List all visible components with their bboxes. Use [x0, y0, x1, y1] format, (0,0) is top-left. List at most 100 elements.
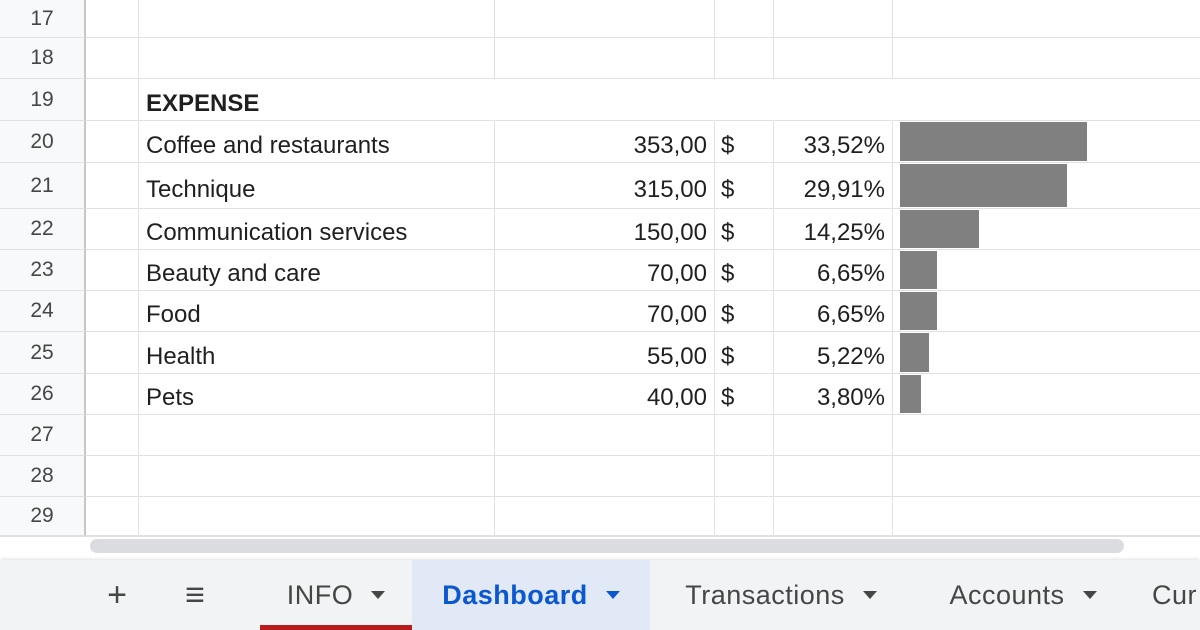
cell[interactable] [86, 163, 139, 209]
currency-cell[interactable]: $ [715, 163, 774, 209]
sparkline-cell[interactable] [893, 497, 1200, 536]
row-number[interactable]: 29 [0, 497, 86, 536]
amount-cell[interactable] [495, 0, 715, 38]
category-cell[interactable] [139, 0, 495, 38]
currency-cell[interactable]: $ [715, 121, 774, 163]
cell[interactable] [86, 250, 139, 291]
cell[interactable] [86, 121, 139, 163]
row-number[interactable]: 28 [0, 456, 86, 497]
cell[interactable] [86, 291, 139, 332]
amount-cell[interactable] [495, 497, 715, 536]
percent-cell[interactable] [774, 0, 893, 38]
category-cell[interactable]: Health [139, 332, 495, 374]
cell[interactable] [86, 209, 139, 250]
currency-cell[interactable] [715, 456, 774, 497]
tab-dashboard[interactable]: Dashboard [412, 560, 650, 630]
caret-down-icon[interactable] [371, 591, 386, 599]
cell[interactable] [86, 79, 139, 121]
amount-cell[interactable]: 150,00 [495, 209, 715, 250]
caret-down-icon[interactable] [1082, 591, 1097, 599]
percent-cell[interactable] [774, 456, 893, 497]
percent-cell[interactable]: 5,22% [774, 332, 893, 374]
currency-cell[interactable] [715, 415, 774, 456]
amount-cell[interactable]: 353,00 [495, 121, 715, 163]
percent-cell[interactable]: 29,91% [774, 163, 893, 209]
row-number[interactable]: 22 [0, 209, 86, 250]
currency-cell[interactable] [715, 0, 774, 38]
category-cell[interactable] [139, 456, 495, 497]
cell[interactable] [86, 374, 139, 415]
amount-cell[interactable]: 55,00 [495, 332, 715, 374]
tab-info[interactable]: INFO [260, 560, 412, 630]
currency-cell[interactable] [715, 38, 774, 79]
sparkline-cell[interactable] [893, 456, 1200, 497]
cell[interactable] [86, 0, 139, 38]
list-menu-icon[interactable]: ≡ [185, 575, 205, 614]
row-number[interactable]: 18 [0, 38, 86, 79]
sparkline-cell[interactable] [893, 291, 1200, 332]
percent-cell[interactable] [774, 497, 893, 536]
row-number[interactable]: 24 [0, 291, 86, 332]
row-number[interactable]: 26 [0, 374, 86, 415]
amount-cell[interactable]: 315,00 [495, 163, 715, 209]
sparkline-cell[interactable] [893, 332, 1200, 374]
percent-cell[interactable]: 6,65% [774, 250, 893, 291]
row-number[interactable]: 20 [0, 121, 86, 163]
percent-cell[interactable]: 33,52% [774, 121, 893, 163]
percent-cell[interactable]: 3,80% [774, 374, 893, 415]
sparkline-cell[interactable] [893, 79, 1200, 121]
sparkline-cell[interactable] [893, 374, 1200, 415]
category-cell[interactable]: Pets [139, 374, 495, 415]
section-heading-cell[interactable]: EXPENSE [139, 79, 495, 121]
amount-cell[interactable]: 70,00 [495, 291, 715, 332]
sparkline-cell[interactable] [893, 121, 1200, 163]
currency-cell[interactable] [715, 79, 774, 121]
sparkline-cell[interactable] [893, 250, 1200, 291]
caret-down-icon[interactable] [862, 591, 877, 599]
cell[interactable] [86, 38, 139, 79]
currency-cell[interactable]: $ [715, 332, 774, 374]
currency-cell[interactable]: $ [715, 250, 774, 291]
cell[interactable] [86, 497, 139, 536]
plus-icon[interactable]: + [107, 575, 127, 614]
sparkline-cell[interactable] [893, 163, 1200, 209]
category-cell[interactable]: Food [139, 291, 495, 332]
row-number[interactable]: 25 [0, 332, 86, 374]
amount-cell[interactable]: 70,00 [495, 250, 715, 291]
category-cell[interactable]: Technique [139, 163, 495, 209]
cell[interactable] [86, 415, 139, 456]
percent-cell[interactable]: 6,65% [774, 291, 893, 332]
amount-cell[interactable]: 40,00 [495, 374, 715, 415]
sparkline-cell[interactable] [893, 209, 1200, 250]
category-cell[interactable]: Communication services [139, 209, 495, 250]
percent-cell[interactable] [774, 38, 893, 79]
tab-cur[interactable]: Cur [1134, 560, 1200, 630]
currency-cell[interactable]: $ [715, 209, 774, 250]
row-number[interactable]: 17 [0, 0, 86, 38]
category-cell[interactable]: Beauty and care [139, 250, 495, 291]
currency-cell[interactable] [715, 497, 774, 536]
percent-cell[interactable] [774, 415, 893, 456]
sparkline-cell[interactable] [893, 415, 1200, 456]
sparkline-cell[interactable] [893, 38, 1200, 79]
row-number[interactable]: 21 [0, 163, 86, 209]
cell[interactable] [86, 456, 139, 497]
category-cell[interactable] [139, 38, 495, 79]
caret-down-icon[interactable] [605, 591, 620, 599]
row-number[interactable]: 23 [0, 250, 86, 291]
tab-accounts[interactable]: Accounts [912, 560, 1134, 630]
horizontal-scrollbar[interactable] [0, 536, 1200, 561]
cell[interactable] [86, 332, 139, 374]
amount-cell[interactable] [495, 456, 715, 497]
tab-transactions[interactable]: Transactions [650, 560, 912, 630]
horizontal-scrollbar-thumb[interactable] [90, 539, 1124, 553]
amount-cell[interactable] [495, 79, 715, 121]
currency-cell[interactable]: $ [715, 291, 774, 332]
currency-cell[interactable]: $ [715, 374, 774, 415]
row-number[interactable]: 19 [0, 79, 86, 121]
category-cell[interactable] [139, 415, 495, 456]
sparkline-cell[interactable] [893, 0, 1200, 38]
amount-cell[interactable] [495, 38, 715, 79]
percent-cell[interactable]: 14,25% [774, 209, 893, 250]
percent-cell[interactable] [774, 79, 893, 121]
